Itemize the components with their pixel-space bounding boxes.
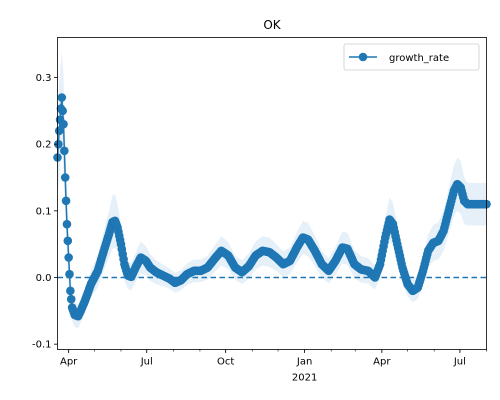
data-point [59, 119, 68, 129]
x-tick-label: Jul [453, 357, 466, 368]
data-point [63, 236, 73, 246]
data-point [61, 196, 71, 206]
y-tick-label: 0.0 [36, 273, 52, 284]
data-point [66, 286, 75, 296]
data-point [66, 294, 76, 304]
data-point [60, 146, 69, 156]
y-tick-label: 0.3 [36, 73, 52, 84]
y-tick-label: 0.1 [36, 206, 52, 217]
data-point [60, 173, 70, 182]
legend-marker-sample [358, 52, 368, 62]
x-tick-year-label: 2021 [292, 373, 317, 384]
x-tick-label: Apr [60, 357, 78, 368]
series-marker-layer [53, 93, 491, 321]
x-tick-label: Jan [296, 357, 312, 368]
x-tick-label: Oct [217, 357, 234, 368]
data-point [65, 269, 74, 279]
x-tick-label: Jul [140, 357, 153, 368]
plot-frame [57, 37, 487, 350]
chart-title: OK [263, 18, 281, 32]
x-axis-ticks: Apr Jul Oct Jan 2021 Apr Jul [60, 349, 487, 384]
data-point [64, 253, 73, 262]
data-point [54, 126, 64, 136]
x-tick-label: Apr [373, 357, 391, 368]
legend-label-growth-rate: growth_rate [389, 53, 449, 64]
y-axis-ticks: -0.1 0.0 0.1 0.2 0.3 [32, 73, 58, 351]
y-tick-label: -0.1 [32, 340, 52, 351]
data-point [57, 93, 67, 102]
data-point [54, 139, 63, 149]
legend: growth_rate [343, 43, 480, 71]
y-tick-label: 0.2 [36, 140, 52, 151]
data-point [62, 219, 72, 229]
data-point [58, 106, 67, 116]
legend-box [343, 43, 480, 71]
